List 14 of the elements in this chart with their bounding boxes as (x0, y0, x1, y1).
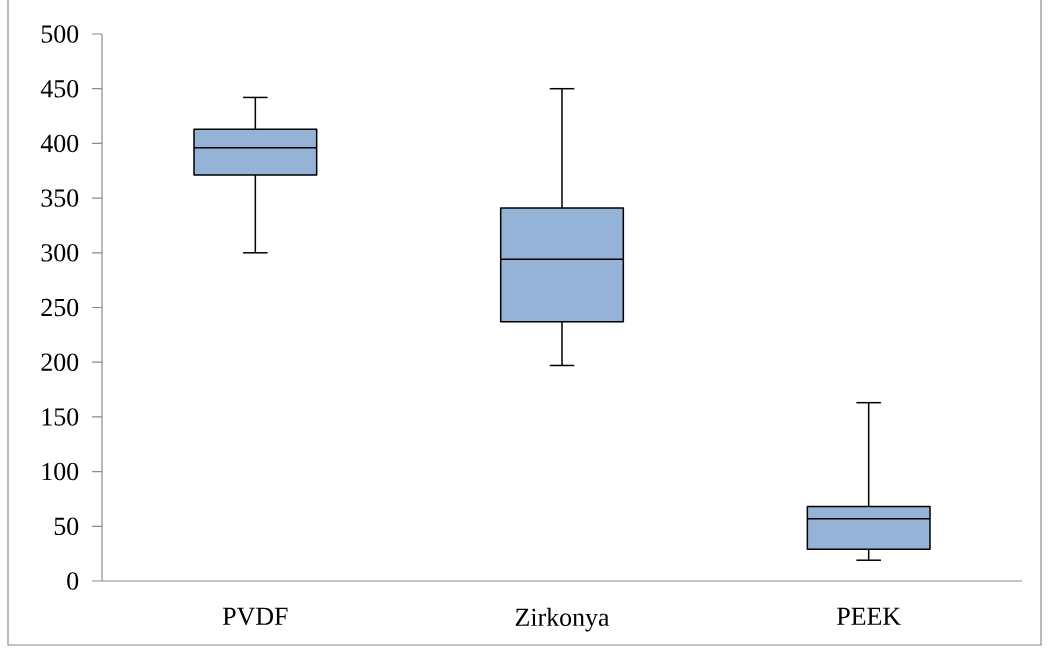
y-tick-label: 450 (40, 79, 79, 98)
y-tick-label: 100 (42, 462, 79, 481)
y-tick-label: 300 (41, 244, 79, 262)
y-tick-label: 0 (67, 572, 79, 590)
y-tick-label: 200 (41, 353, 79, 371)
x-tick-label: PEEK (837, 607, 901, 625)
x-tick-label: Zirkonya (515, 607, 610, 632)
y-tick-label: 50 (54, 517, 79, 536)
y-tick-label: 500 (41, 25, 79, 43)
y-tick-label: 350 (41, 189, 79, 207)
y-tick-label: 150 (42, 408, 79, 426)
y-tick-label: 250 (41, 298, 79, 317)
x-tick-label: PVDF (222, 607, 288, 626)
y-tick-label: 400 (40, 134, 79, 153)
